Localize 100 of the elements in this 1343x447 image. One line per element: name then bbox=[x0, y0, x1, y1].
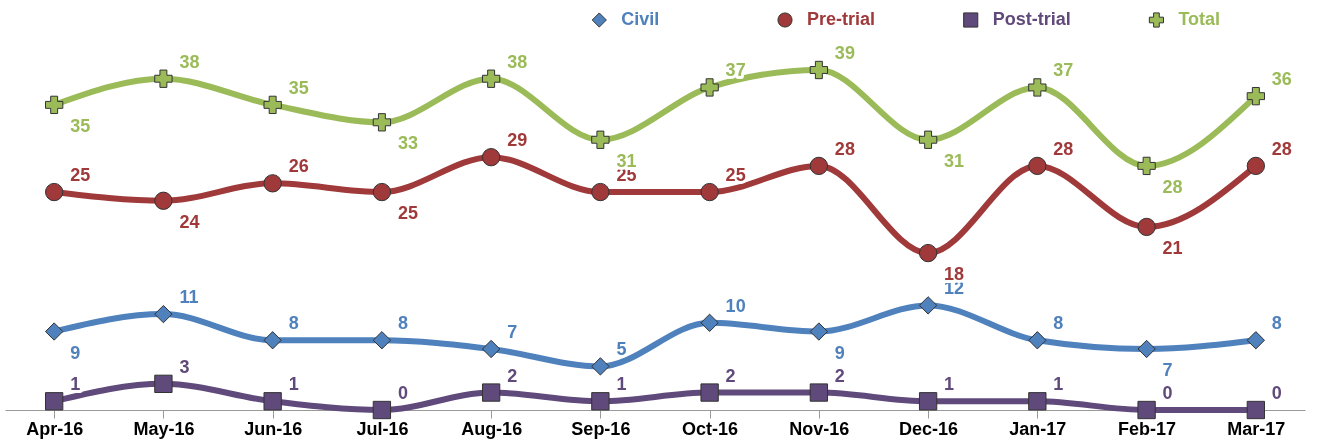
point bbox=[809, 60, 829, 80]
point bbox=[154, 191, 173, 210]
data-label: 35 bbox=[70, 115, 91, 136]
data-label: 7 bbox=[1162, 359, 1173, 380]
data-label: 38 bbox=[179, 51, 200, 72]
data-label: 8 bbox=[288, 313, 299, 334]
point bbox=[481, 69, 501, 88]
x-tick-label: Sep-16 bbox=[571, 418, 631, 439]
point bbox=[1137, 400, 1156, 420]
data-label: 2 bbox=[725, 365, 736, 386]
point bbox=[1137, 217, 1156, 237]
point bbox=[45, 392, 64, 411]
data-label: 8 bbox=[1271, 313, 1282, 334]
point bbox=[154, 69, 173, 88]
point bbox=[1246, 86, 1265, 106]
data-label: 28 bbox=[834, 138, 855, 159]
data-label: 37 bbox=[1053, 60, 1074, 81]
legend-label: Total bbox=[1178, 9, 1221, 29]
data-label: 36 bbox=[1271, 69, 1292, 90]
data-label: 29 bbox=[507, 130, 528, 151]
point bbox=[1028, 392, 1047, 411]
data-label: 28 bbox=[1271, 138, 1292, 159]
data-label: 21 bbox=[1162, 237, 1183, 258]
data-label: 38 bbox=[507, 51, 528, 72]
point bbox=[154, 374, 173, 394]
data-label: 8 bbox=[1053, 313, 1064, 334]
point bbox=[263, 174, 282, 193]
data-label: 35 bbox=[288, 77, 309, 98]
x-tick-label: Nov-16 bbox=[789, 418, 850, 439]
data-label: 31 bbox=[944, 150, 965, 171]
point bbox=[481, 383, 501, 402]
point bbox=[1028, 78, 1047, 97]
point bbox=[918, 392, 938, 411]
data-label: 0 bbox=[1271, 383, 1282, 403]
legend-label: Pre-trial bbox=[807, 9, 876, 29]
point bbox=[591, 130, 610, 149]
data-label: 0 bbox=[1162, 383, 1173, 403]
x-tick-label: Oct-16 bbox=[682, 418, 739, 439]
x-tick-label: Apr-16 bbox=[26, 418, 84, 439]
x-tick-label: Jul-16 bbox=[356, 418, 409, 439]
data-label: 39 bbox=[834, 43, 855, 63]
point bbox=[700, 313, 719, 332]
data-label: 1 bbox=[616, 374, 627, 395]
point bbox=[481, 148, 501, 167]
x-tick-label: Dec-16 bbox=[899, 418, 959, 439]
point bbox=[809, 383, 829, 402]
point bbox=[263, 392, 282, 411]
point bbox=[372, 182, 392, 202]
point bbox=[45, 95, 64, 115]
data-label: 11 bbox=[179, 287, 199, 308]
point bbox=[591, 357, 610, 376]
data-label: 25 bbox=[70, 165, 91, 186]
data-label: 37 bbox=[725, 60, 746, 81]
point bbox=[45, 322, 64, 341]
point bbox=[700, 78, 719, 97]
data-label: 8 bbox=[397, 313, 408, 334]
point bbox=[591, 392, 610, 411]
point bbox=[372, 113, 392, 132]
legend-label: Civil bbox=[621, 9, 660, 29]
data-label: 10 bbox=[725, 295, 746, 316]
data-label: 1 bbox=[70, 374, 81, 395]
x-tick-label: Jun-16 bbox=[244, 418, 303, 439]
point bbox=[1028, 331, 1047, 350]
data-label: 7 bbox=[507, 321, 518, 342]
point bbox=[809, 156, 829, 176]
point bbox=[1028, 156, 1047, 176]
data-label: 5 bbox=[616, 339, 627, 360]
data-label: 1 bbox=[1053, 374, 1064, 395]
point bbox=[481, 339, 501, 359]
data-label: 33 bbox=[397, 133, 418, 154]
point bbox=[263, 95, 282, 115]
point bbox=[1246, 331, 1265, 350]
data-label: 28 bbox=[1053, 138, 1074, 159]
x-tick-label: May-16 bbox=[133, 418, 195, 439]
data-label: 26 bbox=[288, 156, 309, 177]
point bbox=[263, 331, 282, 350]
data-label: 2 bbox=[507, 365, 518, 386]
data-label: 1 bbox=[944, 374, 955, 395]
x-tick-label: Jan-17 bbox=[1009, 418, 1067, 439]
point bbox=[591, 182, 610, 202]
point bbox=[372, 400, 392, 420]
point bbox=[1246, 156, 1265, 176]
point bbox=[1137, 156, 1156, 176]
data-label: 28 bbox=[1162, 176, 1183, 197]
data-label: 2 bbox=[834, 365, 845, 386]
point bbox=[372, 331, 392, 350]
point bbox=[700, 383, 719, 402]
x-tick-label: Mar-17 bbox=[1227, 418, 1286, 439]
x-tick-label: Feb-17 bbox=[1118, 418, 1177, 439]
point bbox=[154, 304, 173, 324]
x-tick-label: Aug-16 bbox=[461, 418, 523, 439]
data-label: 3 bbox=[179, 356, 190, 377]
data-label: 25 bbox=[397, 203, 418, 224]
data-label: 1 bbox=[288, 374, 299, 395]
point bbox=[45, 182, 64, 202]
point bbox=[809, 322, 829, 341]
data-label: 9 bbox=[70, 342, 81, 363]
data-label: 9 bbox=[834, 342, 845, 363]
point bbox=[918, 243, 938, 263]
data-label: 0 bbox=[397, 383, 408, 403]
